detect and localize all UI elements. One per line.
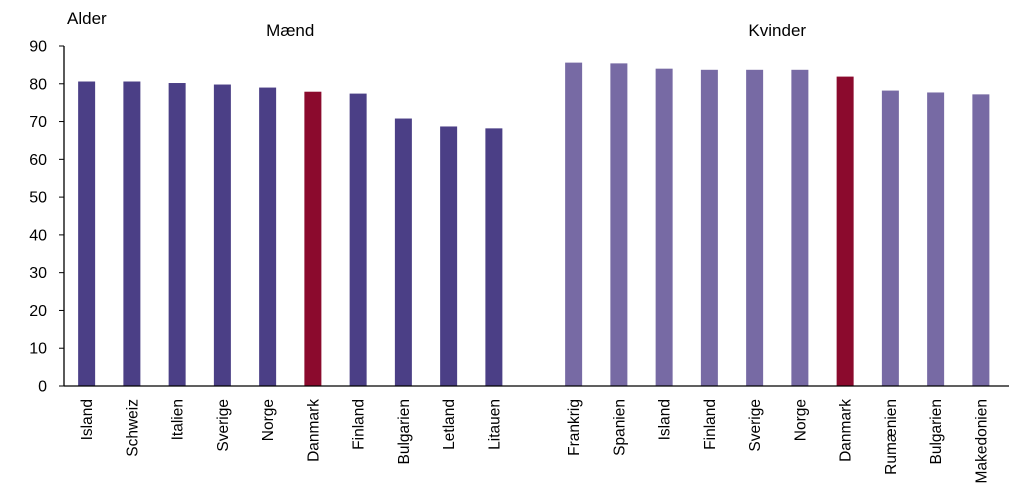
- bar-finland-kvinder: [700, 69, 718, 387]
- x-tick-label: Norge: [792, 399, 809, 441]
- bar-sverige-maend: [213, 84, 231, 386]
- y-tick-label: 0: [38, 379, 47, 396]
- bar-letland-maend: [440, 126, 458, 386]
- y-tick-label: 50: [29, 190, 47, 207]
- y-tick-label: 10: [29, 341, 47, 358]
- y-tick-label: 60: [29, 152, 47, 169]
- group-titles: Mænd Kvinder: [266, 21, 806, 40]
- bars: [78, 62, 990, 387]
- y-tick-label: 40: [29, 227, 47, 244]
- bar-schweiz-maend: [123, 81, 141, 386]
- bar-litauen-maend: [485, 128, 503, 387]
- x-tick-label: Rumænien: [883, 399, 900, 475]
- bar-island-kvinder: [655, 68, 673, 387]
- x-tick-label: Spanien: [611, 399, 628, 456]
- x-tick-label: Danmark: [838, 399, 855, 462]
- x-tick-label: Sverige: [215, 399, 232, 452]
- x-tick-label: Italien: [170, 399, 187, 440]
- y-tick-label: 20: [29, 303, 47, 320]
- x-tick-label: Island: [657, 399, 674, 440]
- bar-rumænien-kvinder: [881, 90, 899, 386]
- y-tick-label: 90: [29, 39, 47, 56]
- x-tick-label: Litauen: [486, 399, 503, 450]
- bar-makedonien-kvinder: [972, 94, 990, 387]
- x-tick-label: Letland: [441, 399, 458, 450]
- bar-norge-maend: [259, 87, 277, 386]
- y-tick-label: 30: [29, 265, 47, 282]
- group-title-kvinder: Kvinder: [748, 21, 806, 40]
- bar-spanien-kvinder: [610, 63, 628, 386]
- x-tick-label: Frankrig: [566, 399, 583, 456]
- category-labels: Island Schweiz Italien Sverige Norge Danmark F…: [79, 399, 990, 484]
- y-tick-label: 80: [29, 76, 47, 93]
- bar-finland-maend: [349, 93, 367, 386]
- bar-sverige-kvinder: [746, 69, 764, 387]
- y-axis-label: Alder: [67, 9, 107, 28]
- bar-island-maend: [78, 81, 96, 386]
- x-tick-label: Finland: [702, 399, 719, 450]
- y-tick-label: 70: [29, 114, 47, 131]
- x-tick-label: Norge: [260, 399, 277, 441]
- x-tick-label: Finland: [351, 399, 368, 450]
- x-tick-label: Makedonien: [973, 399, 990, 483]
- bar-danmark-maend: [304, 91, 322, 387]
- x-tick-label: Bulgarien: [396, 399, 413, 465]
- x-tick-label: Bulgarien: [928, 399, 945, 465]
- x-tick-label: Schweiz: [124, 399, 141, 457]
- bar-frankrig-kvinder: [565, 62, 583, 387]
- x-tick-label: Sverige: [747, 399, 764, 452]
- bar-danmark-kvinder: [836, 76, 854, 386]
- bar-norge-kvinder: [791, 69, 809, 387]
- group-title-maend: Mænd: [266, 21, 314, 40]
- bar-bulgarien-maend: [394, 118, 412, 386]
- bar-italien-maend: [168, 83, 186, 387]
- x-tick-label: Island: [79, 399, 96, 440]
- bar-bulgarien-kvinder: [927, 92, 945, 386]
- y-axis: 0 10 20 30 40 50 60 70 80 90: [29, 39, 65, 396]
- x-tick-label: Danmark: [305, 399, 322, 462]
